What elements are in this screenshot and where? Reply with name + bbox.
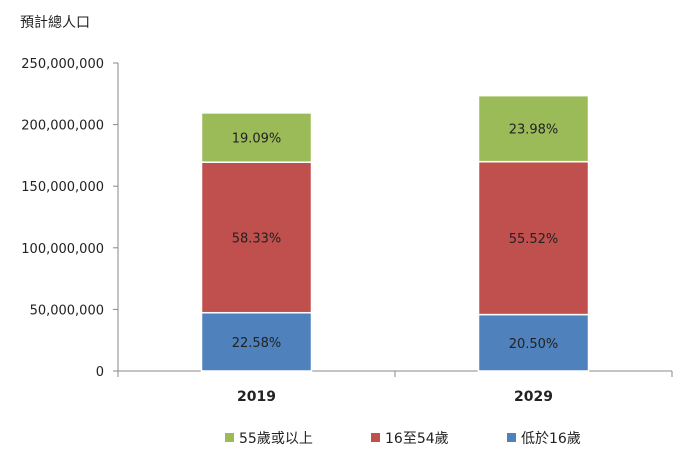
bar-segment — [477, 160, 590, 316]
legend-swatch — [507, 433, 516, 442]
y-tick-label: 50,000,000 — [30, 303, 104, 318]
bar-segment-label: 23.98% — [509, 123, 559, 138]
bar-segment-label: 19.09% — [232, 132, 282, 147]
y-tick-label: 100,000,000 — [21, 242, 104, 257]
bar-segment — [200, 112, 313, 163]
legend-label: 55歲或以上 — [239, 431, 313, 447]
legend-label: 低於16歲 — [521, 431, 581, 447]
bar-segment-label: 20.50% — [509, 337, 559, 352]
legend: 55歲或以上 16至54歲 低於16歲 — [225, 431, 581, 447]
bar-segment-label: 55.52% — [509, 232, 559, 247]
bar-segment — [200, 311, 313, 372]
x-category-label: 2019 — [237, 389, 276, 405]
bar-segment — [477, 313, 590, 372]
legend-swatch — [225, 433, 234, 442]
y-axis-title: 預計總人口 — [20, 14, 90, 31]
y-tick-label: 0 — [96, 365, 104, 380]
legend-swatch — [371, 433, 380, 442]
x-axis: 2019 2029 — [117, 370, 673, 405]
bar-segment-label: 58.33% — [232, 231, 282, 246]
bar-segment — [477, 94, 590, 163]
x-category-label: 2029 — [514, 389, 553, 405]
bar-segment-label: 22.58% — [232, 336, 282, 351]
bar-segment — [200, 161, 313, 314]
y-tick-label: 200,000,000 — [21, 119, 104, 134]
legend-label: 16至54歲 — [385, 431, 449, 447]
y-tick-label: 150,000,000 — [21, 180, 104, 195]
y-tick-label: 250,000,000 — [21, 57, 104, 72]
y-axis: 0 50,000,000 100,000,000 150,000,000 200,000… — [21, 57, 119, 380]
bars: 22.58% 58.33% 19.09% 20.50% 55.52% 23.98% — [200, 94, 590, 372]
